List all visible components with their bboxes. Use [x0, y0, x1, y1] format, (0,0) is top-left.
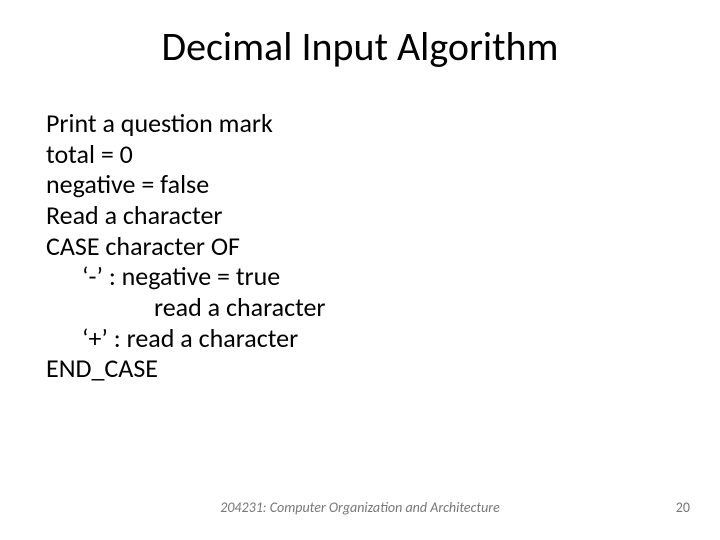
slide-title: Decimal Input Algorithm	[0, 22, 720, 71]
slide-footer: 204231: Computer Organization and Archit…	[0, 499, 720, 516]
body-line: total = 0	[46, 139, 326, 170]
body-line: Read a character	[46, 200, 326, 231]
slide: Decimal Input Algorithm Print a question…	[0, 0, 720, 540]
body-line: ‘-’ : negative = true	[46, 261, 326, 292]
body-line: CASE character OF	[46, 231, 326, 262]
body-line: Print a question mark	[46, 108, 326, 139]
body-line: END_CASE	[46, 353, 326, 384]
body-line: ‘+’ : read a character	[46, 323, 326, 354]
slide-body: Print a question mark total = 0 negative…	[46, 108, 326, 384]
body-line: negative = false	[46, 169, 326, 200]
page-number: 20	[676, 499, 690, 516]
body-line: read a character	[46, 292, 326, 323]
